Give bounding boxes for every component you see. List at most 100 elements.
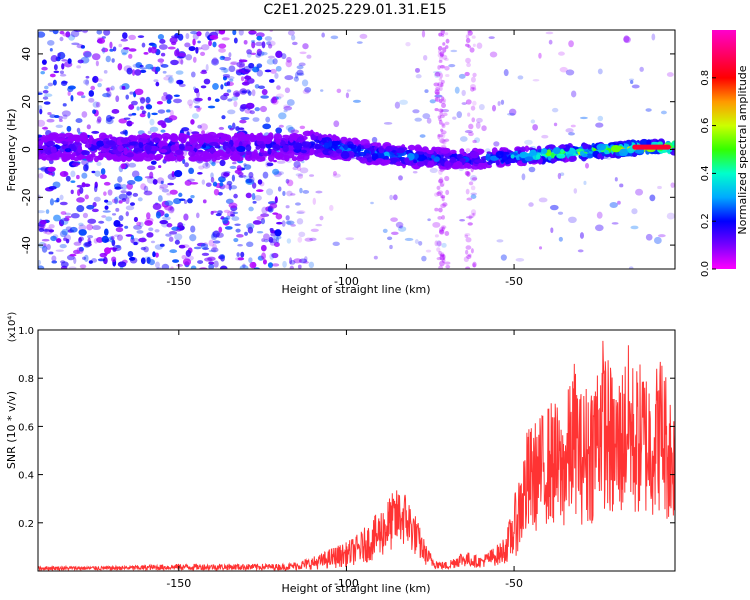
spectrogram-cell xyxy=(370,201,374,205)
spectrogram-cell xyxy=(248,62,255,69)
spectrogram-cell xyxy=(128,256,136,261)
spectrogram-cell xyxy=(210,172,214,179)
spectrogram-cell xyxy=(194,105,201,109)
spectrogram-cell xyxy=(252,117,260,122)
spectrogram-cell xyxy=(207,105,216,109)
spectrogram-cell xyxy=(92,76,96,83)
spectrogram-cell xyxy=(500,99,505,105)
spectrogram-cell xyxy=(649,194,656,202)
spectrogram-cell xyxy=(271,263,280,267)
spectrogram-cell xyxy=(177,52,186,57)
spectrogram-cell xyxy=(434,71,441,77)
spectrogram-cell xyxy=(58,115,63,121)
spectrogram-cell xyxy=(559,66,568,73)
spectrogram-cell xyxy=(81,111,88,118)
spectrogram-cell xyxy=(383,121,393,125)
spectrogram-cell xyxy=(149,126,159,132)
spectrogram-cell xyxy=(86,204,95,210)
spectrogram-panel: -150 -100 -50 -40 -20 0 20 40 Height of straig… xyxy=(5,29,676,296)
spectrogram-cell xyxy=(398,175,403,181)
spectrogram-cell xyxy=(439,253,445,257)
spectrogram-cell xyxy=(97,37,106,44)
spectrogram-cell xyxy=(187,99,194,106)
spectrogram-cell xyxy=(166,192,172,196)
spectrogram-cell xyxy=(92,75,99,83)
spectrogram-cell xyxy=(83,241,91,248)
spectrogram-cell xyxy=(71,42,80,46)
snr-line xyxy=(38,340,675,571)
spectrogram-cell xyxy=(233,193,238,199)
spectrogram-cell xyxy=(459,158,467,163)
spectrogram-cell xyxy=(261,51,268,56)
spectrogram-cell xyxy=(91,130,100,134)
spectrogram-cell xyxy=(440,147,450,154)
snr-frame xyxy=(37,329,676,572)
spectrogram-cell xyxy=(435,87,441,91)
spectrogram-cell xyxy=(414,144,422,152)
spectrogram-cell xyxy=(345,92,350,99)
spectrogram-cell xyxy=(466,254,472,259)
spectrogram-cell xyxy=(537,149,542,153)
spectrogram-cell xyxy=(76,91,85,96)
spectrogram-cell xyxy=(645,108,652,112)
spectrogram-cell xyxy=(230,61,238,65)
snr-panel: -150 -100 -50 0.2 0.4 0.6 0.8 1.0 Height of st… xyxy=(5,312,676,595)
spectrogram-cell xyxy=(293,76,299,82)
spectrogram-cell xyxy=(310,133,316,141)
spectrogram-cell xyxy=(532,79,540,82)
spectrogram-cell xyxy=(275,127,283,134)
spectrogram-cell xyxy=(256,69,263,77)
spectrogram-cell xyxy=(252,200,257,204)
spectrogram-cell xyxy=(65,226,73,231)
spectrogram-cell xyxy=(165,94,173,101)
spectrogram-cell xyxy=(83,79,90,85)
spectrogram-cell xyxy=(293,258,302,264)
spectrogram-cell xyxy=(99,152,109,158)
spectrogram-cell xyxy=(472,87,477,91)
spectrogram-cell xyxy=(449,149,457,155)
spectrogram-cell xyxy=(437,216,443,220)
spectrogram-cell xyxy=(583,180,587,186)
spectrogram-cell xyxy=(103,181,111,186)
spectrogram-cell xyxy=(178,143,185,150)
spectrogram-cell xyxy=(471,117,476,123)
spectrogram-cell xyxy=(445,38,450,44)
spectrogram-cell xyxy=(242,263,246,269)
spectrogram-cell xyxy=(104,199,109,203)
spectrogram-cell xyxy=(118,43,123,48)
spectrogram-cell xyxy=(129,91,134,95)
spectrogram-cell xyxy=(67,85,76,90)
spectrogram-cell xyxy=(244,231,248,236)
spectrogram-cell xyxy=(55,249,64,252)
spectrogram-cell xyxy=(93,238,99,244)
spectrogram-cell xyxy=(149,118,155,126)
spectrogram-cell xyxy=(262,123,272,130)
spectrogram-cell xyxy=(328,150,333,154)
spectrogram-cell xyxy=(296,211,305,214)
spectrogram-cell xyxy=(93,196,101,202)
spectrogram-cell xyxy=(329,204,334,211)
spectrogram-cell xyxy=(221,115,226,120)
spectrogram-cell xyxy=(92,225,101,231)
spectrogram-cell xyxy=(415,74,422,79)
spectrogram-cell xyxy=(292,41,298,46)
spectrogram-cell xyxy=(117,261,127,268)
spectrogram-cell xyxy=(38,265,45,269)
spectrogram-cell xyxy=(296,218,304,225)
spectrogram-cell xyxy=(660,110,667,115)
spectrogram-cell xyxy=(458,73,466,79)
spectrogram-cell xyxy=(282,190,286,197)
spectrogram-cell xyxy=(465,57,471,64)
spectrogram-cell xyxy=(185,54,193,61)
spectrogram-cell xyxy=(374,158,385,165)
spectrogram-cell xyxy=(255,145,261,150)
spectrogram-cell xyxy=(57,52,61,58)
spectrogram-cell xyxy=(565,69,575,76)
spectrogram-cell xyxy=(203,78,211,85)
spectrogram-cell xyxy=(75,118,83,124)
spectrogram-cell xyxy=(439,229,445,235)
spectrogram-cell xyxy=(208,141,219,146)
spectrogram-cell xyxy=(289,257,293,265)
